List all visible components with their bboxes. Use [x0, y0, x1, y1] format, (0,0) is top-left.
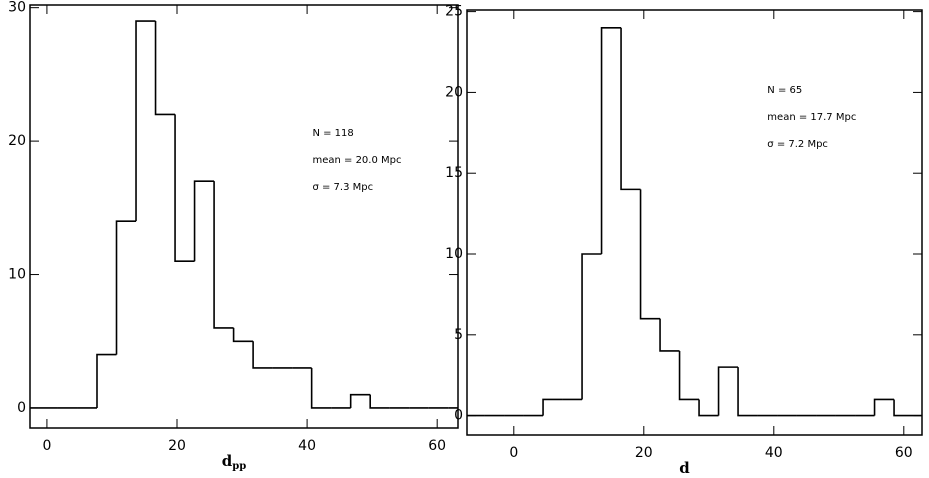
x-axis-label-main: d	[679, 459, 690, 477]
histogram-bar	[232, 327, 254, 343]
x-axis-label: d	[679, 459, 690, 477]
histogram-bar	[193, 180, 215, 262]
plot-frame	[29, 4, 459, 429]
annotation: N = 65	[767, 85, 802, 96]
y-tick-label: 25	[445, 4, 463, 20]
annotation: σ = 7.2 Mpc	[767, 139, 828, 150]
x-tick-label: 60	[428, 438, 446, 454]
histogram-bar	[581, 253, 602, 400]
x-tick-label: 40	[765, 445, 783, 461]
y-tick-label: 15	[445, 165, 463, 181]
histogram-bar	[96, 353, 117, 408]
y-tick-label: 0	[454, 408, 463, 424]
x-tick-label: 0	[509, 445, 518, 461]
histogram	[467, 26, 922, 417]
histogram-bar	[542, 398, 563, 416]
x-tick-label: 40	[298, 438, 316, 454]
y-tick-label: 20	[445, 84, 463, 100]
y-tick-label: 0	[17, 400, 26, 416]
histogram-bar	[600, 26, 622, 255]
histogram-bar	[737, 367, 758, 417]
panel: 0 20 40 60 0 5 10 15 20 25 d N = 65 mean = 17.7 Mpc σ…	[445, 4, 923, 477]
x-axis-label: dpp	[222, 452, 246, 472]
y-tick-label: 10	[8, 267, 26, 283]
panel: 0 20 40 60 0 10 20 30 dpp N = 118 mean = 20.0 Mpc σ…	[8, 0, 459, 472]
annotation: N = 118	[312, 128, 353, 139]
histogram-bar	[154, 21, 176, 116]
x-tick-label: 20	[168, 438, 186, 454]
y-tick-label: 30	[8, 0, 26, 16]
histogram-bar	[678, 350, 700, 401]
x-axis-label-sub: pp	[232, 461, 246, 472]
histogram-bar	[135, 20, 156, 222]
annotation: σ = 7.3 Mpc	[312, 182, 373, 193]
histogram-bar	[310, 367, 332, 409]
x-tick-label: 60	[895, 445, 913, 461]
histogram-bar	[349, 393, 371, 408]
histogram-bar	[115, 220, 137, 355]
annotation: mean = 17.7 Mpc	[767, 112, 856, 123]
y-tick-label: 10	[445, 246, 463, 262]
histogram-bar	[639, 189, 661, 320]
histogram-bar	[174, 114, 195, 263]
histogram-bar	[893, 399, 914, 417]
histogram-bar	[873, 398, 895, 416]
histogram-bar	[369, 394, 390, 409]
histogram-bar	[698, 399, 719, 417]
x-tick-label: 0	[42, 438, 51, 454]
histogram-bar	[252, 341, 273, 369]
histogram-bar	[659, 318, 680, 352]
y-tick-label: 20	[8, 133, 26, 149]
x-axis-label-main: d	[222, 452, 233, 470]
y-tick-label: 5	[454, 327, 463, 343]
histogram-bar	[213, 181, 234, 329]
histogram-bar	[717, 366, 739, 416]
plot-frame	[466, 9, 923, 436]
histogram-bar	[620, 27, 641, 191]
x-tick-label: 20	[635, 445, 653, 461]
annotation: mean = 20.0 Mpc	[312, 155, 401, 166]
histogram	[30, 20, 458, 409]
